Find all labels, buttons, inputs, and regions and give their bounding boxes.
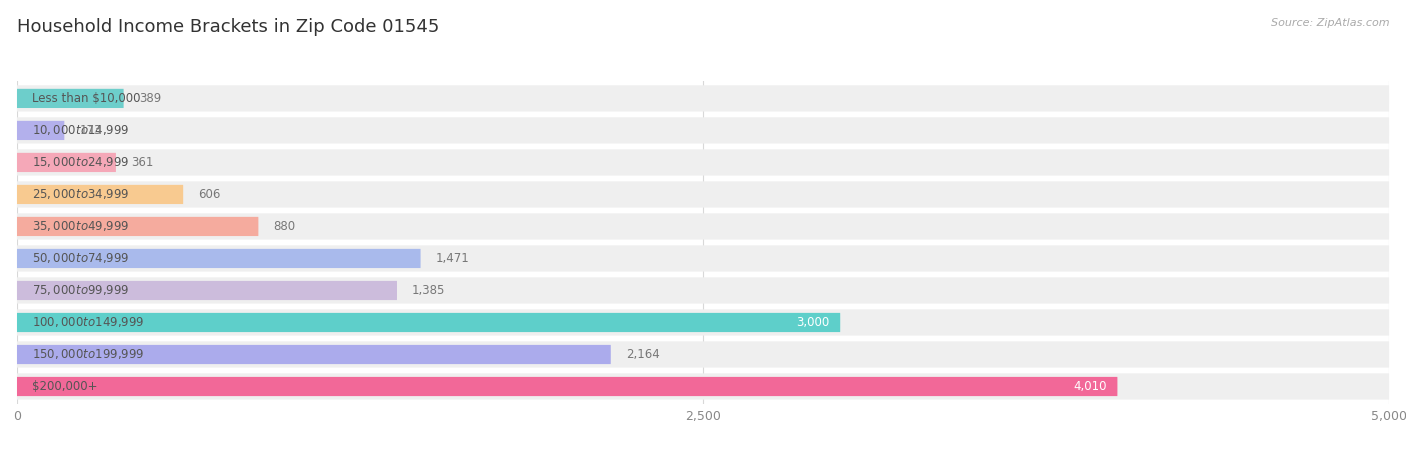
- Text: 3,000: 3,000: [796, 316, 830, 329]
- Text: Household Income Brackets in Zip Code 01545: Household Income Brackets in Zip Code 01…: [17, 18, 439, 36]
- Text: 361: 361: [131, 156, 153, 169]
- Text: 389: 389: [139, 92, 160, 105]
- FancyBboxPatch shape: [17, 121, 65, 140]
- FancyBboxPatch shape: [17, 313, 841, 332]
- FancyBboxPatch shape: [17, 345, 610, 364]
- FancyBboxPatch shape: [17, 309, 1389, 335]
- Text: $100,000 to $149,999: $100,000 to $149,999: [32, 316, 145, 330]
- Text: $75,000 to $99,999: $75,000 to $99,999: [32, 283, 129, 298]
- FancyBboxPatch shape: [17, 377, 1118, 396]
- Text: $50,000 to $74,999: $50,000 to $74,999: [32, 251, 129, 265]
- FancyBboxPatch shape: [17, 374, 1389, 400]
- Text: $15,000 to $24,999: $15,000 to $24,999: [32, 155, 129, 169]
- FancyBboxPatch shape: [17, 153, 115, 172]
- FancyBboxPatch shape: [17, 277, 1389, 304]
- Text: Less than $10,000: Less than $10,000: [32, 92, 141, 105]
- FancyBboxPatch shape: [17, 150, 1389, 176]
- FancyBboxPatch shape: [17, 245, 1389, 272]
- Text: Source: ZipAtlas.com: Source: ZipAtlas.com: [1271, 18, 1389, 28]
- Text: $150,000 to $199,999: $150,000 to $199,999: [32, 348, 145, 361]
- FancyBboxPatch shape: [17, 185, 183, 204]
- FancyBboxPatch shape: [17, 281, 396, 300]
- Text: 606: 606: [198, 188, 221, 201]
- FancyBboxPatch shape: [17, 341, 1389, 368]
- FancyBboxPatch shape: [17, 181, 1389, 207]
- Text: 173: 173: [80, 124, 101, 137]
- Text: $35,000 to $49,999: $35,000 to $49,999: [32, 220, 129, 233]
- FancyBboxPatch shape: [17, 249, 420, 268]
- Text: 2,164: 2,164: [626, 348, 659, 361]
- Text: $200,000+: $200,000+: [32, 380, 97, 393]
- FancyBboxPatch shape: [17, 213, 1389, 240]
- Text: $10,000 to $14,999: $10,000 to $14,999: [32, 123, 129, 137]
- Text: 4,010: 4,010: [1073, 380, 1107, 393]
- Text: 880: 880: [274, 220, 295, 233]
- FancyBboxPatch shape: [17, 117, 1389, 144]
- Text: 1,385: 1,385: [412, 284, 446, 297]
- FancyBboxPatch shape: [17, 217, 259, 236]
- FancyBboxPatch shape: [17, 85, 1389, 111]
- Text: 1,471: 1,471: [436, 252, 470, 265]
- FancyBboxPatch shape: [17, 89, 124, 108]
- Text: $25,000 to $34,999: $25,000 to $34,999: [32, 187, 129, 202]
